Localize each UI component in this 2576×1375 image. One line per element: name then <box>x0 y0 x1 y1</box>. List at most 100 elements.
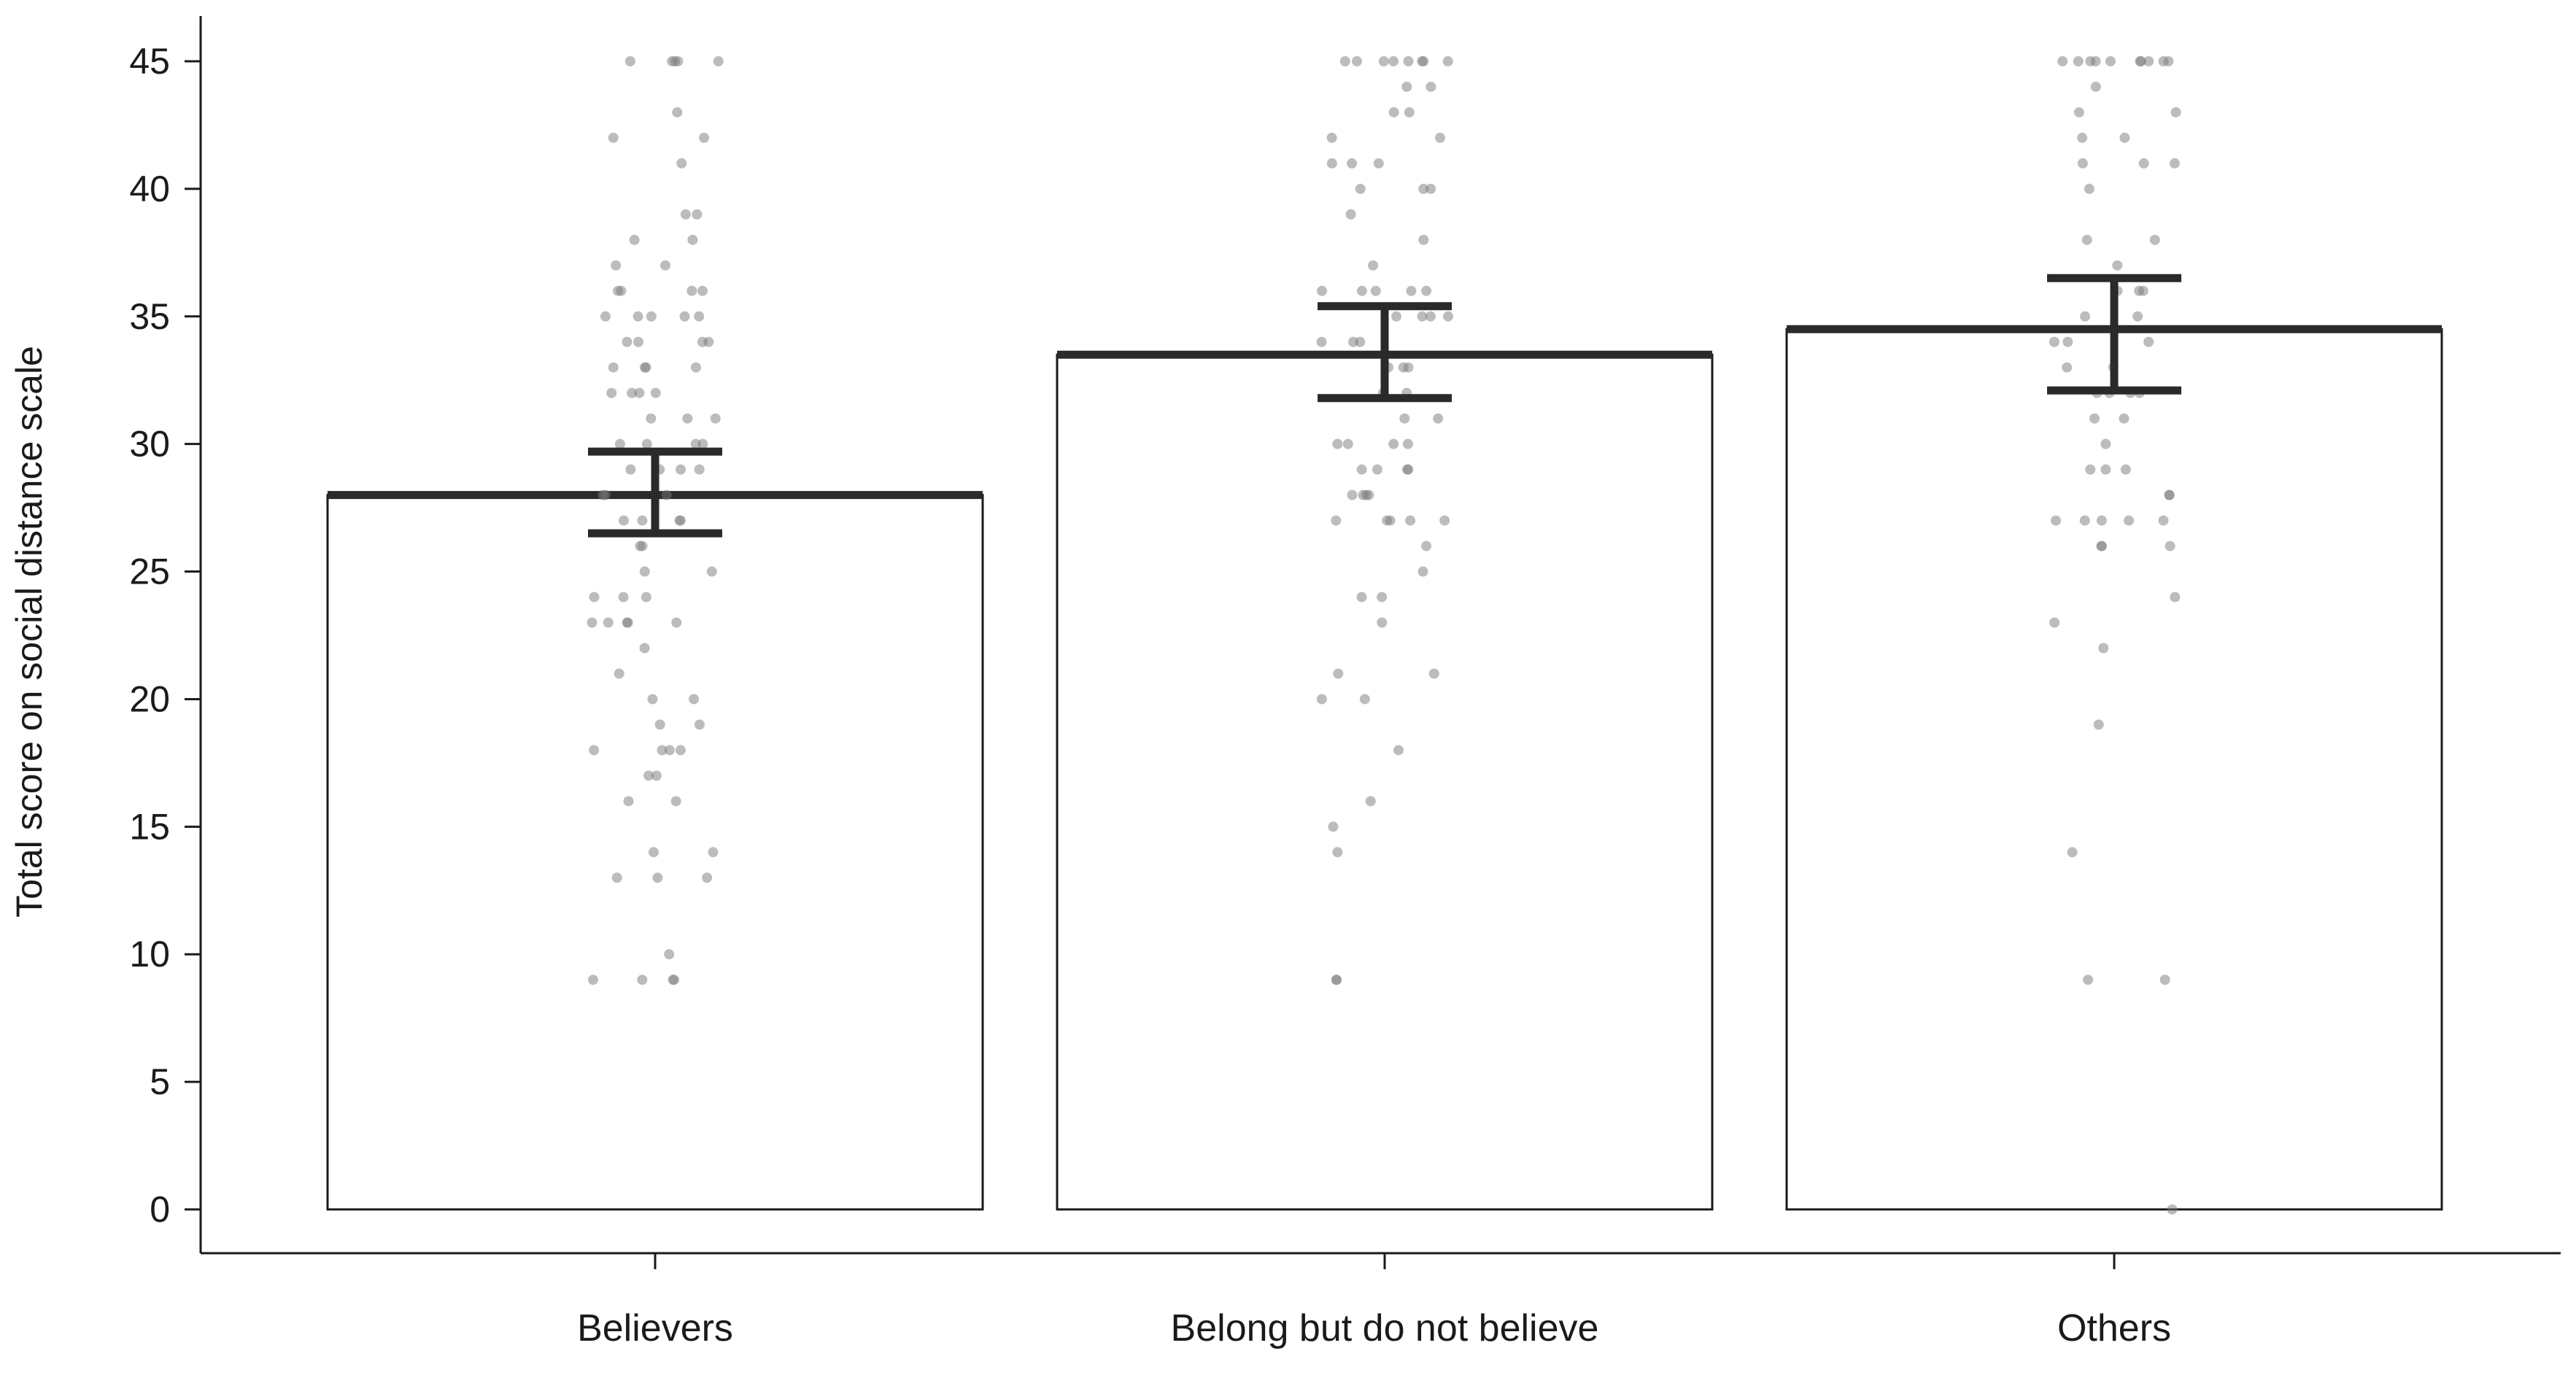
data-point <box>2073 56 2084 66</box>
data-point <box>1402 438 1413 449</box>
data-point <box>2062 362 2073 373</box>
data-point <box>676 464 686 475</box>
data-point <box>1356 285 1367 296</box>
data-point <box>672 106 683 117</box>
data-point <box>2170 592 2181 603</box>
data-point <box>1403 464 1414 475</box>
data-point <box>1393 745 1404 756</box>
data-point <box>1421 541 1432 551</box>
data-point <box>670 796 681 807</box>
data-point <box>1406 285 1417 296</box>
data-point <box>2143 56 2154 66</box>
data-point <box>2077 132 2088 143</box>
y-tick-label: 45 <box>129 41 170 82</box>
data-point <box>608 362 619 373</box>
data-point <box>675 745 686 756</box>
data-point <box>641 592 651 603</box>
y-tick-label: 20 <box>129 678 170 719</box>
data-point <box>1428 668 1439 679</box>
data-point <box>680 209 691 220</box>
data-point <box>1442 56 1453 66</box>
data-point <box>1342 438 1353 449</box>
y-tick-label: 25 <box>129 551 170 592</box>
data-point <box>2083 975 2094 985</box>
data-point <box>629 234 640 245</box>
data-point <box>2090 81 2101 92</box>
data-point <box>2119 132 2130 143</box>
data-point <box>702 872 713 883</box>
data-point <box>2057 56 2068 66</box>
data-point <box>690 362 701 373</box>
data-point <box>652 872 663 883</box>
data-point <box>1316 336 1327 347</box>
data-point <box>1351 56 1362 66</box>
data-point <box>1377 617 1388 628</box>
y-tick-label: 35 <box>129 296 170 337</box>
data-point <box>623 796 634 807</box>
data-point <box>622 336 633 347</box>
data-point <box>651 770 662 781</box>
data-point <box>606 387 617 398</box>
data-point <box>661 489 672 500</box>
data-point <box>1377 592 1388 603</box>
data-point <box>1347 489 1358 500</box>
data-point <box>2158 56 2169 66</box>
data-point <box>2096 515 2107 526</box>
data-point <box>1365 796 1376 807</box>
data-point <box>1331 515 1342 526</box>
data-point <box>673 56 684 66</box>
data-point <box>611 872 622 883</box>
data-point <box>614 438 625 449</box>
data-point <box>1333 668 1344 679</box>
data-point <box>679 311 690 322</box>
data-point <box>1355 183 1366 194</box>
data-point <box>708 847 719 858</box>
data-point <box>2119 413 2130 424</box>
data-point <box>639 566 650 577</box>
data-point <box>2096 541 2107 551</box>
data-point <box>627 387 638 398</box>
data-point <box>641 362 651 373</box>
data-point <box>1401 81 1412 92</box>
data-point <box>2149 234 2160 245</box>
data-point <box>694 719 705 730</box>
data-point <box>637 541 648 551</box>
data-point <box>675 515 686 526</box>
data-point <box>2049 336 2059 347</box>
data-point <box>699 132 710 143</box>
data-point <box>694 464 705 475</box>
data-point <box>1421 285 1432 296</box>
data-point <box>2080 311 2091 322</box>
data-point <box>1373 158 1384 169</box>
data-point <box>1316 694 1327 705</box>
data-point <box>2167 1204 2178 1215</box>
data-point <box>647 694 658 705</box>
data-point <box>1331 975 1342 985</box>
data-point <box>650 387 661 398</box>
data-point <box>657 745 668 756</box>
data-point <box>1388 56 1399 66</box>
data-point <box>2073 106 2084 117</box>
data-point <box>1378 56 1389 66</box>
data-point <box>671 617 682 628</box>
data-point <box>1433 413 1444 424</box>
data-point <box>1426 81 1436 92</box>
data-point <box>2085 464 2096 475</box>
x-category-label: Belong but do not believe <box>1171 1307 1599 1349</box>
data-point <box>2049 617 2060 628</box>
data-point <box>646 413 657 424</box>
y-tick-label: 15 <box>129 806 170 847</box>
data-point <box>682 413 693 424</box>
data-point <box>613 285 624 296</box>
data-point <box>1434 132 1445 143</box>
data-point <box>687 234 698 245</box>
data-point <box>664 949 675 960</box>
data-point <box>589 745 600 756</box>
axes <box>185 16 2561 1269</box>
data-point <box>624 56 635 66</box>
data-point <box>2100 464 2111 475</box>
data-point <box>1356 464 1367 475</box>
y-tick-label: 10 <box>129 934 170 975</box>
data-point <box>2135 56 2146 66</box>
data-point <box>1391 311 1402 322</box>
